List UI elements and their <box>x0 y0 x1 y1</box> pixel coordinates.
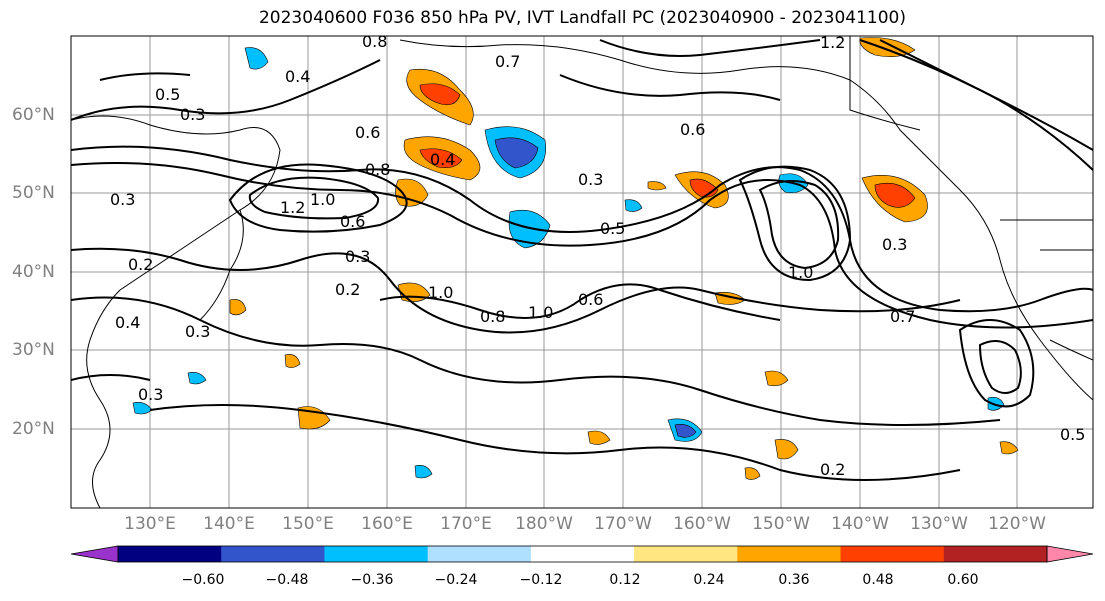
ivt-contours <box>71 39 1093 481</box>
colorbar-tick-label: −0.48 <box>265 572 309 588</box>
colorbar-tick-label: −0.12 <box>519 572 563 588</box>
colorbar-cell <box>324 546 429 562</box>
colorbar-cell <box>634 546 738 562</box>
lat-label: 30°N <box>12 340 55 360</box>
contour-label: 0.5 <box>600 219 625 238</box>
map-frame <box>70 35 1094 509</box>
contour-label: 0.7 <box>495 52 520 71</box>
colorbar-extend-low <box>70 545 119 563</box>
colorbar-cell <box>943 546 1048 562</box>
lon-label: 130°W <box>910 514 968 534</box>
contour-label-layer: 0.8 1.2 0.7 0.5 0.3 0.4 0.6 0.8 0.4 1.2 … <box>110 32 1085 479</box>
contour-label: 0.3 <box>882 235 907 254</box>
contour-label: 1.0 <box>788 263 813 282</box>
contour-label: 0.2 <box>128 255 153 274</box>
contour-label: 1.0 <box>428 283 453 302</box>
colorbar-cell <box>118 546 222 562</box>
lon-label: 170°W <box>594 514 652 534</box>
map-title: 2023040600 F036 850 hPa PV, IVT Landfall… <box>258 8 906 28</box>
lat-label: 50°N <box>12 183 55 203</box>
colorbar-cell <box>737 546 842 562</box>
gridlines <box>71 36 1093 508</box>
contour-label: 0.3 <box>578 170 603 189</box>
colorbar-cell <box>221 546 325 562</box>
pv-anomaly-patches <box>132 37 1019 480</box>
lon-label: 170°E <box>440 514 492 534</box>
lon-label: 140°W <box>831 514 889 534</box>
lon-label: 140°E <box>203 514 255 534</box>
colorbar-extend-high <box>1046 545 1094 563</box>
colorbar-outline <box>117 545 1048 563</box>
coastlines <box>71 36 1093 508</box>
lon-label: 120°W <box>988 514 1046 534</box>
colorbar-tick-label: 0.36 <box>778 572 810 588</box>
contour-label: 0.7 <box>890 307 915 326</box>
contour-label: 0.4 <box>285 67 310 86</box>
contour-label: 0.3 <box>180 105 205 124</box>
contour-label: 0.2 <box>335 280 360 299</box>
contour-label: 1.2 <box>280 198 305 217</box>
colorbar-tick-label: 0.48 <box>862 572 894 588</box>
colorbar-tick-label: 0.60 <box>947 572 979 588</box>
contour-label: 0.6 <box>340 212 365 231</box>
contour-label: 0.2 <box>820 460 845 479</box>
contour-label: 0.5 <box>155 85 180 104</box>
colorbar-cells <box>70 545 1094 563</box>
contour-label: 0.3 <box>185 322 210 341</box>
contour-label: 0.6 <box>578 290 603 309</box>
lon-label: 160°W <box>673 514 731 534</box>
contour-label: 0.8 <box>480 307 505 326</box>
colorbar-tick-label: −0.24 <box>434 572 478 588</box>
colorbar-tick-label: −0.60 <box>181 572 225 588</box>
contour-label: 0.3 <box>110 190 135 209</box>
lon-label: 150°E <box>282 514 334 534</box>
contour-label: 1.0 <box>310 190 335 209</box>
contour-label: 0.6 <box>680 120 705 139</box>
lat-label: 60°N <box>12 105 55 125</box>
contour-label: 0.8 <box>362 32 387 51</box>
lon-label: 130°E <box>124 514 176 534</box>
colorbar-cell <box>840 546 945 562</box>
contour-label: 0.4 <box>430 150 455 169</box>
contour-label: 0.5 <box>1060 425 1085 444</box>
colorbar-cell <box>427 546 532 562</box>
contour-label: 0.8 <box>365 160 390 179</box>
contour-label: 0.4 <box>115 313 140 332</box>
lat-label: 40°N <box>12 262 55 282</box>
contour-label: 1.0 <box>528 303 553 322</box>
colorbar-tick-label: 0.24 <box>693 572 725 588</box>
lon-label: 160°E <box>361 514 413 534</box>
map-content <box>71 36 1093 508</box>
colorbar-tick-label: −0.36 <box>350 572 394 588</box>
lat-label: 20°N <box>12 419 55 439</box>
contour-label: 0.6 <box>355 123 380 142</box>
contour-label: 0.3 <box>138 385 163 404</box>
contour-label: 0.3 <box>345 247 370 266</box>
colorbar-tick-label: 0.12 <box>609 572 641 588</box>
lon-label: 150°W <box>752 514 810 534</box>
contour-label: 1.2 <box>820 33 845 52</box>
colorbar-cell <box>530 546 635 562</box>
lon-label: 180°W <box>515 514 573 534</box>
